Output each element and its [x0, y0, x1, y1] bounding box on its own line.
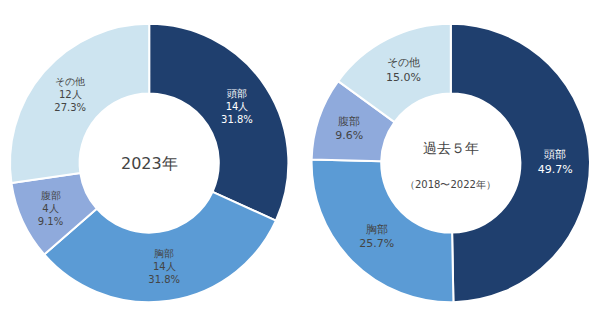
svg-text:過去５年: 過去５年: [423, 140, 479, 156]
svg-text:（2018〜2022年）: （2018〜2022年）: [405, 179, 496, 190]
svg-text:腹部4人9.1%: 腹部4人9.1%: [38, 190, 63, 227]
svg-text:2023年: 2023年: [121, 154, 178, 173]
svg-text:胸部14人31.8%: 胸部14人31.8%: [148, 248, 180, 285]
svg-text:胸部25.7%: 胸部25.7%: [359, 223, 394, 250]
svg-text:その他15.0%: その他15.0%: [386, 56, 421, 83]
svg-text:その他12人27.3%: その他12人27.3%: [54, 76, 86, 113]
svg-text:頭部14人31.8%: 頭部14人31.8%: [221, 88, 253, 125]
svg-text:腹部9.6%: 腹部9.6%: [335, 115, 363, 142]
svg-text:頭部49.7%: 頭部49.7%: [538, 148, 573, 175]
